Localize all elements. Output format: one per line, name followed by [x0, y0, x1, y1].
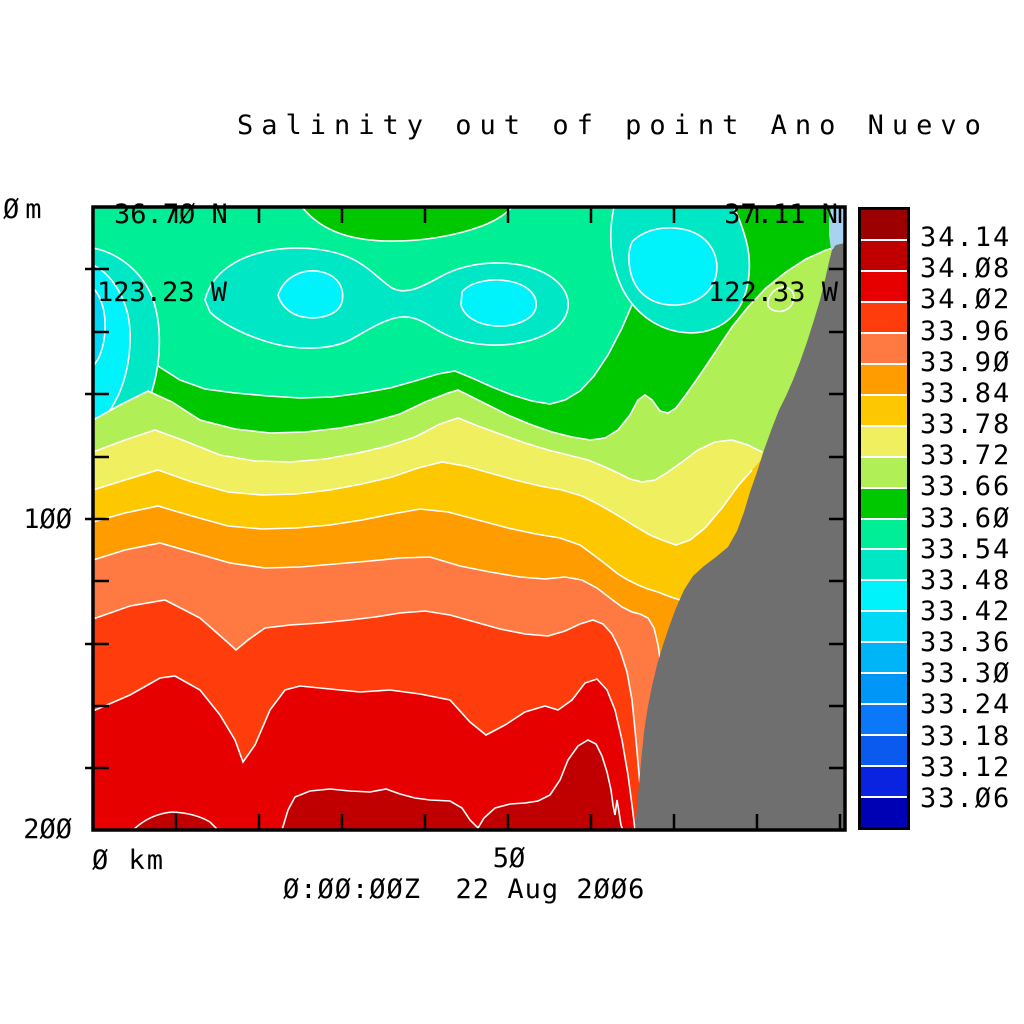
end-longitude: 122.33 W: [707, 277, 838, 308]
band-33p36-left-eddy-core: [93, 286, 106, 368]
colorbar-band-9: [861, 488, 907, 520]
colorbar-band-10: [861, 519, 907, 551]
band-33p42-central-core-a: [277, 270, 344, 319]
colorbar-band-19: [861, 798, 907, 828]
colorbar-label-33.54: 33.54: [920, 533, 1012, 565]
colorbar-label-33.90: 33.9Ø: [920, 346, 1012, 378]
bathymetry-mask: [635, 243, 845, 830]
end-latitude: 37.11 N: [724, 199, 838, 230]
colorbar-band-15: [861, 674, 907, 706]
start-latitude: 36.7Ø N: [114, 199, 228, 230]
colorbar-band-5: [861, 364, 907, 396]
colorbar-label-33.66: 33.66: [920, 471, 1012, 503]
axis-ticks: [93, 207, 845, 830]
colorbar-label-34.08: 34.Ø8: [920, 253, 1012, 285]
y-axis-label-100: 1ØØ: [23, 504, 72, 535]
colorbar-band-6: [861, 395, 907, 427]
colorbar-band-18: [861, 767, 907, 799]
colorbar: [858, 207, 910, 830]
x-axis-label-50: 5Ø: [492, 843, 526, 874]
colorbar-label-33.06: 33.Ø6: [920, 782, 1012, 814]
colorbar-band-7: [861, 426, 907, 458]
colorbar-band-4: [861, 333, 907, 365]
contour-33p66: [93, 244, 845, 441]
colorbar-band-11: [861, 550, 907, 582]
contour-33p72: [93, 417, 763, 483]
contour-33p78: [93, 461, 753, 546]
contour-33p60: [93, 209, 685, 405]
band-33p42-right-eddy-core: [628, 227, 718, 306]
colorbar-label-33.84: 33.84: [920, 377, 1012, 409]
colorbar-label-33.24: 33.24: [920, 689, 1012, 721]
contour-33p90: [93, 542, 666, 721]
colorbar-band-14: [861, 643, 907, 675]
contour-33p96: [93, 599, 644, 830]
colorbar-label-33.18: 33.18: [920, 720, 1012, 752]
colorbar-label-33.60: 33.6Ø: [920, 502, 1012, 534]
timestamp-label: Ø:ØØ:ØØZ 22 Aug 2ØØ6: [283, 874, 646, 905]
contour-33p84: [93, 505, 681, 601]
y-axis-label-200: 2ØØ: [23, 814, 72, 845]
colorbar-label-34.02: 34.Ø2: [920, 284, 1012, 316]
colorbar-band-0: [861, 210, 907, 241]
band-34p02: [93, 676, 635, 830]
colorbar-label-33.96: 33.96: [920, 315, 1012, 347]
plot-title: Salinity out of point Ano Nuevo: [237, 110, 989, 141]
colorbar-label-33.12: 33.12: [920, 751, 1012, 783]
colorbar-band-3: [861, 302, 907, 334]
start-longitude: 123.23 W: [97, 277, 228, 308]
colorbar-label-33.42: 33.42: [920, 595, 1012, 627]
colorbar-label-33.78: 33.78: [920, 409, 1012, 441]
band-33p66-leaf: [767, 286, 795, 313]
colorbar-band-1: [861, 240, 907, 272]
colorbar-band-16: [861, 705, 907, 737]
colorbar-band-8: [861, 457, 907, 489]
band-33p60-top-strip: [300, 207, 514, 242]
colorbar-label-33.72: 33.72: [920, 440, 1012, 472]
colorbar-label-33.30: 33.3Ø: [920, 658, 1012, 690]
section-end-coordinates: 37.11 N 122.33 W: [598, 150, 838, 358]
left-axis-outer-ticks: [85, 267, 93, 770]
section-start-coordinates: 36.7Ø N 123.23 W: [97, 150, 228, 358]
band-33p42-central-core-b: [460, 279, 537, 327]
x-axis-label-0km: Ø km: [92, 845, 166, 876]
band-34p08-main: [281, 739, 624, 830]
colorbar-label-33.48: 33.48: [920, 564, 1012, 596]
colorbar-band-17: [861, 736, 907, 768]
colorbar-band-12: [861, 581, 907, 613]
colorbar-label-33.36: 33.36: [920, 627, 1012, 659]
contour-34p02: [93, 675, 636, 830]
y-axis-label-0m: Øm: [3, 194, 48, 225]
colorbar-band-13: [861, 612, 907, 644]
colorbar-label-34.14: 34.14: [920, 222, 1012, 254]
band-33p48-central-eddy: [204, 247, 569, 349]
plot-frame: [91, 205, 847, 832]
colorbar-band-2: [861, 271, 907, 303]
